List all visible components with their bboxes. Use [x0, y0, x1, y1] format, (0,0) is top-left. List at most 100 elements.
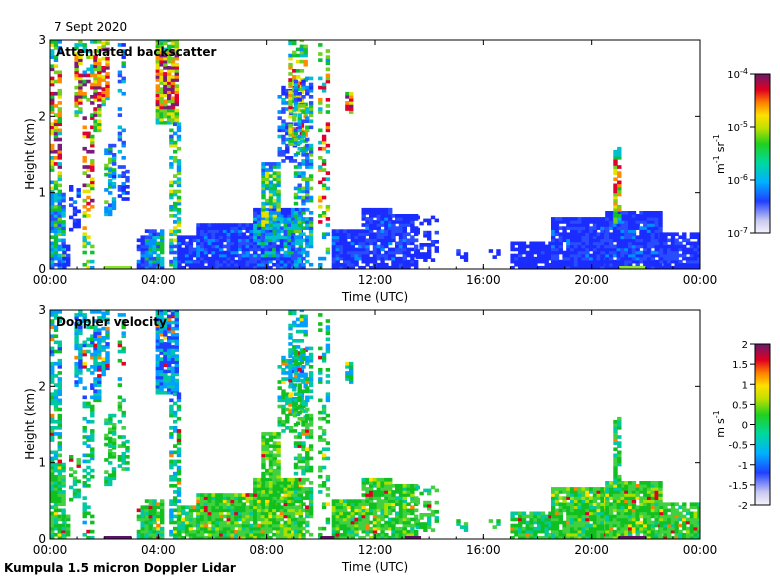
velocity-cell — [50, 435, 55, 439]
backscatter-cell — [685, 247, 691, 252]
backscatter-cell — [667, 256, 672, 261]
velocity-cell — [268, 523, 273, 528]
velocity-cell — [101, 345, 106, 349]
backscatter-cell — [192, 259, 197, 264]
backscatter-cell — [427, 221, 432, 226]
velocity-cell — [160, 532, 165, 537]
velocity-cell — [261, 496, 266, 500]
velocity-cell — [226, 502, 231, 507]
backscatter-cell — [635, 259, 640, 264]
backscatter-cell — [361, 214, 366, 218]
velocity-cell — [261, 447, 266, 452]
backscatter-cell — [249, 229, 254, 233]
backscatter-cell — [62, 265, 67, 269]
backscatter-cell — [169, 250, 174, 255]
velocity-cell — [57, 459, 62, 464]
backscatter-cell — [173, 207, 178, 212]
backscatter-cell — [605, 238, 610, 243]
backscatter-cell — [196, 241, 201, 246]
backscatter-cell — [268, 207, 273, 212]
velocity-cell — [297, 517, 302, 522]
backscatter-cell — [616, 223, 621, 227]
backscatter-cell — [617, 186, 622, 191]
velocity-cell — [321, 429, 327, 433]
backscatter-cell — [268, 247, 273, 252]
velocity-cell — [283, 520, 288, 525]
velocity-cell — [196, 529, 201, 534]
backscatter-cell — [613, 153, 618, 157]
velocity-cell — [101, 339, 106, 343]
velocity-cell — [308, 490, 314, 494]
velocity-cell — [297, 410, 302, 415]
velocity-cell — [50, 365, 55, 369]
backscatter-cell — [287, 235, 292, 240]
backscatter-cell — [159, 93, 164, 98]
velocity-cell — [264, 511, 269, 516]
backscatter-cell — [639, 211, 644, 215]
backscatter-cell — [430, 258, 436, 262]
backscatter-cell — [635, 235, 640, 240]
backscatter-cell — [301, 265, 306, 269]
backscatter-cell — [318, 140, 323, 145]
backscatter-cell — [659, 235, 664, 240]
backscatter-cell — [50, 43, 55, 47]
velocity-cell — [104, 479, 109, 484]
backscatter-cell — [613, 171, 618, 175]
velocity-cell — [108, 482, 113, 487]
velocity-cell — [74, 346, 79, 351]
velocity-cell — [176, 468, 182, 473]
backscatter-cell — [345, 91, 350, 96]
backscatter-cell — [659, 244, 664, 249]
velocity-cell — [275, 535, 281, 539]
backscatter-cell — [596, 244, 601, 249]
backscatter-cell — [354, 262, 359, 267]
velocity-cell — [297, 435, 302, 439]
velocity-cell — [265, 441, 270, 445]
velocity-cell — [86, 459, 91, 464]
backscatter-cell — [288, 99, 293, 104]
velocity-cell — [78, 358, 83, 363]
backscatter-cell — [82, 250, 87, 255]
velocity-cell — [188, 520, 194, 525]
velocity-cell — [287, 532, 292, 537]
velocity-cell — [293, 444, 299, 448]
backscatter-cell — [61, 247, 66, 252]
velocity-cell — [125, 461, 130, 465]
backscatter-cell — [631, 217, 637, 221]
backscatter-cell — [219, 238, 224, 243]
backscatter-cell — [245, 235, 250, 240]
backscatter-cell — [211, 259, 216, 264]
backscatter-cell — [174, 96, 179, 101]
velocity-cell — [50, 346, 55, 351]
backscatter-cell — [69, 188, 74, 192]
backscatter-cell — [321, 183, 327, 188]
velocity-cell — [50, 517, 55, 522]
backscatter-cell — [249, 238, 254, 243]
velocity-cell — [90, 474, 95, 479]
backscatter-cell — [200, 244, 205, 249]
velocity-cell — [104, 421, 109, 426]
velocity-cell — [176, 404, 182, 409]
backscatter-cell — [163, 53, 168, 58]
backscatter-cell — [261, 171, 266, 175]
backscatter-cell — [256, 244, 262, 249]
backscatter-cell — [121, 76, 126, 81]
backscatter-cell — [670, 259, 676, 264]
backscatter-cell — [276, 171, 281, 175]
backscatter-cell — [57, 40, 62, 44]
backscatter-cell — [303, 50, 308, 55]
backscatter-cell — [335, 262, 340, 267]
backscatter-cell — [74, 43, 79, 47]
backscatter-cell — [111, 203, 117, 208]
backscatter-cell — [203, 241, 209, 246]
backscatter-cell — [643, 214, 648, 218]
velocity-cell — [276, 447, 281, 452]
backscatter-cell — [518, 259, 523, 264]
backscatter-cell — [308, 186, 314, 191]
velocity-cell — [260, 514, 266, 519]
velocity-cell — [173, 426, 178, 430]
backscatter-cell — [272, 244, 277, 249]
velocity-cell — [163, 375, 168, 380]
velocity-cell — [78, 325, 83, 329]
velocity-cell — [268, 508, 273, 513]
